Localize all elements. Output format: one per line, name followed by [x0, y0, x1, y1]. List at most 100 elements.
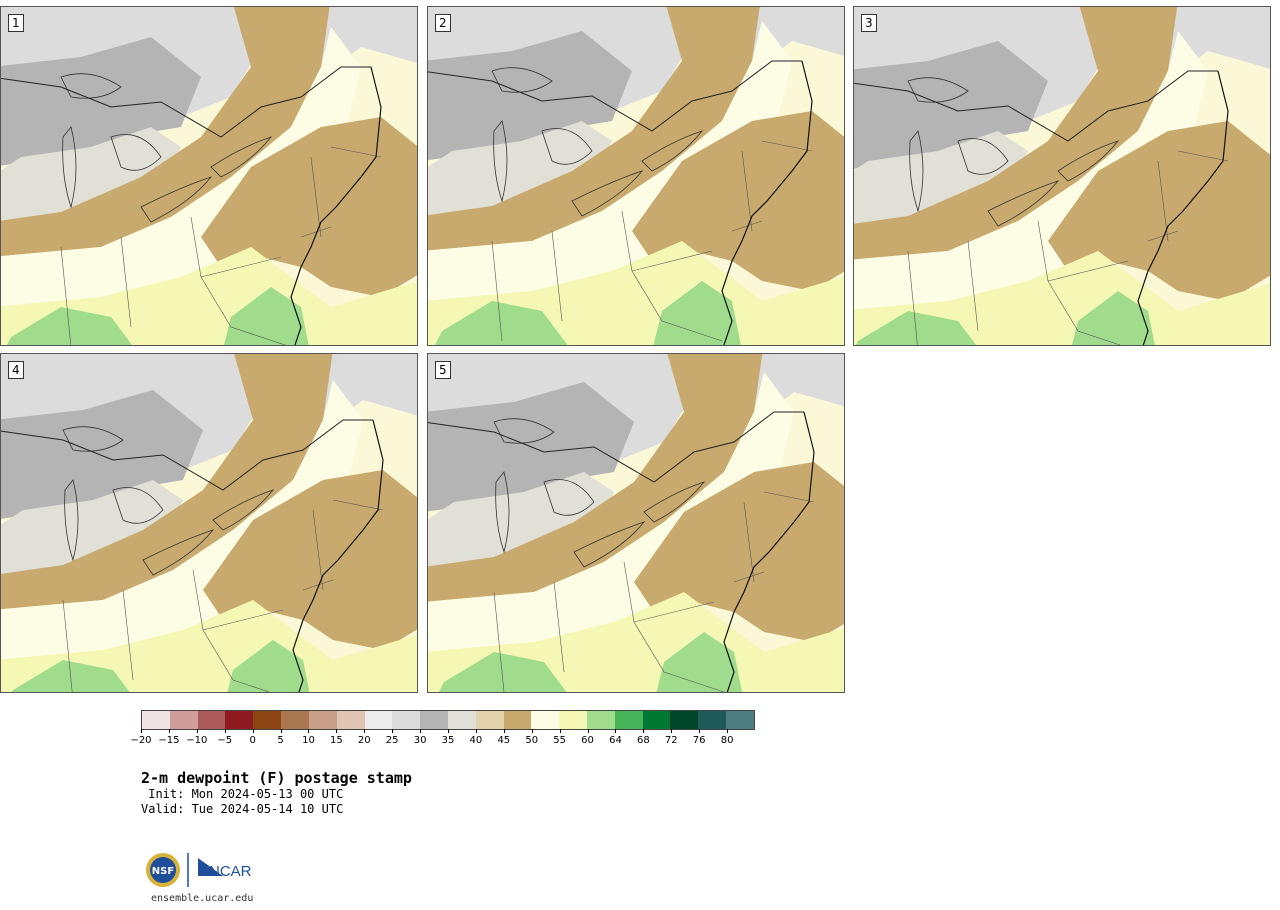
valid-time: Valid: Tue 2024-05-14 10 UTC	[141, 802, 344, 816]
colorbar-swatch	[642, 711, 671, 729]
colorbar-tick-mark	[141, 729, 142, 733]
colorbar-tick-label: 55	[553, 735, 566, 746]
map-panel-1[interactable]: 1	[0, 6, 418, 346]
colorbar-tick-label: 72	[664, 735, 678, 746]
region-lightgray	[1, 480, 183, 575]
map-panel-3[interactable]: 3	[853, 6, 1271, 346]
state-borders	[60, 146, 382, 345]
colorbar-tick-label: 5	[277, 735, 284, 746]
lake-huron	[110, 134, 162, 171]
map-panel-2[interactable]: 2	[427, 6, 845, 346]
colorbar-tick-mark	[168, 729, 170, 733]
region-lightgray	[428, 472, 614, 567]
lake-erie	[987, 180, 1060, 227]
region-green-se	[224, 287, 309, 345]
colorbar-tick-mark	[252, 729, 254, 733]
lake-ontario	[210, 136, 273, 178]
colorbar-swatch	[503, 711, 532, 729]
colorbar-tick-mark	[280, 729, 282, 733]
region-gray-midwest	[1, 390, 203, 519]
colorbar-tick-label: 45	[497, 735, 511, 746]
dewpoint-map	[854, 7, 1270, 345]
colorbar-tick-mark	[727, 729, 729, 733]
colorbar-swatch	[447, 711, 476, 729]
colorbar-tick-label: 35	[441, 735, 455, 746]
colorbar-swatch	[670, 711, 699, 729]
colorbar-tick-mark	[448, 729, 449, 733]
atlantic-coastline	[290, 66, 382, 345]
colorbar-tick-label: 80	[720, 735, 734, 746]
colorbar-ticks: −20 −15 −10 −5 0 5 10 15 20 25 30 35 40 45 50 55 60 64 68 7…	[130, 729, 755, 751]
state-borders	[907, 150, 1229, 345]
map-panel-5[interactable]: 5	[427, 353, 845, 693]
lake-superior	[491, 67, 553, 93]
colorbar-swatch	[420, 711, 448, 729]
colorbar-tick-mark	[671, 729, 673, 733]
website-url[interactable]: ensemble.ucar.edu	[151, 893, 254, 904]
region-green-se	[1072, 291, 1155, 345]
nsf-ncar-logo[interactable]: NSF NCAR	[145, 850, 275, 892]
region-tan-band	[428, 7, 760, 251]
colorbar-tick-label: 0	[249, 735, 256, 746]
region-green-sw	[435, 301, 568, 345]
colorbar-swatch	[336, 711, 365, 729]
colorbar-tick-label: −10	[186, 735, 208, 746]
colorbar-swatch	[726, 711, 754, 729]
colorbar-tick-mark	[224, 729, 226, 733]
colorbar-tick-mark	[559, 729, 561, 733]
colorbar-swatch	[559, 711, 587, 729]
dewpoint-map	[1, 354, 417, 692]
colorbar-tick-mark	[475, 729, 477, 733]
panel-number: 5	[435, 361, 451, 379]
dewpoint-colorbar	[141, 710, 755, 730]
colorbar-swatch	[225, 711, 254, 729]
colorbar-swatch	[698, 711, 727, 729]
colorbar-swatch	[614, 711, 643, 729]
ncar-mark-icon	[198, 858, 223, 876]
colorbar-tick-mark	[615, 729, 617, 733]
colorbar-tick-label: 30	[413, 735, 427, 746]
region-green-sw	[7, 307, 132, 345]
lake-superior	[62, 426, 124, 452]
colorbar-swatch	[392, 711, 421, 729]
state-borders	[493, 491, 815, 692]
region-lightgray	[854, 131, 1028, 225]
figure-title: 2-m dewpoint (F) postage stamp	[141, 769, 412, 787]
colorbar-swatch	[169, 711, 198, 729]
panel-number: 1	[8, 14, 24, 32]
us-canada-border	[1, 66, 371, 138]
atlantic-coastline	[721, 60, 813, 345]
region-green-se	[656, 632, 742, 692]
atlantic-coastline	[1137, 70, 1229, 345]
lake-ontario	[643, 481, 706, 523]
colorbar-tick-label: 40	[469, 735, 483, 746]
colorbar-tick-label: 76	[692, 735, 706, 746]
colorbar-tick-label: −5	[217, 735, 233, 746]
colorbar-swatch	[531, 711, 560, 729]
colorbar-tick-mark	[587, 729, 589, 733]
colorbar-tick-mark	[392, 729, 394, 733]
colorbar-swatch	[587, 711, 615, 729]
region-green-se	[653, 281, 741, 345]
lake-ontario	[212, 489, 275, 531]
colorbar-tick-label: 15	[329, 735, 343, 746]
lake-erie	[142, 529, 215, 576]
region-lightgray	[1, 127, 181, 221]
ncar-text: NCAR	[209, 863, 252, 880]
lake-superior	[60, 73, 122, 99]
colorbar-tick-mark	[196, 729, 198, 733]
colorbar-tick-label: −15	[158, 735, 180, 746]
region-green-sw	[439, 652, 567, 692]
colorbar-tick-mark	[308, 729, 310, 733]
region-tan-band	[854, 7, 1178, 260]
state-borders	[62, 499, 384, 692]
lake-michigan	[495, 471, 510, 554]
nsf-text: NSF	[152, 866, 174, 877]
region-gray-midwest	[854, 41, 1048, 169]
init-time: Init: Mon 2024-05-13 00 UTC	[141, 787, 344, 801]
lake-huron	[543, 479, 595, 516]
map-panel-4[interactable]: 4	[0, 353, 418, 693]
colorbar-swatch	[197, 711, 226, 729]
lake-superior	[907, 77, 969, 103]
lake-michigan	[493, 120, 508, 203]
